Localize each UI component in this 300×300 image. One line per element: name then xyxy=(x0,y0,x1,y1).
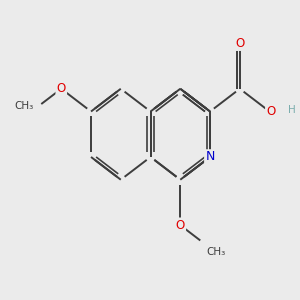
Text: O: O xyxy=(266,105,275,118)
Text: CH₃: CH₃ xyxy=(14,100,34,111)
Text: CH₃: CH₃ xyxy=(207,248,226,257)
Text: O: O xyxy=(235,37,244,50)
Text: O: O xyxy=(176,219,185,232)
Text: N: N xyxy=(206,151,215,164)
Text: O: O xyxy=(57,82,66,95)
Text: H: H xyxy=(288,105,296,115)
